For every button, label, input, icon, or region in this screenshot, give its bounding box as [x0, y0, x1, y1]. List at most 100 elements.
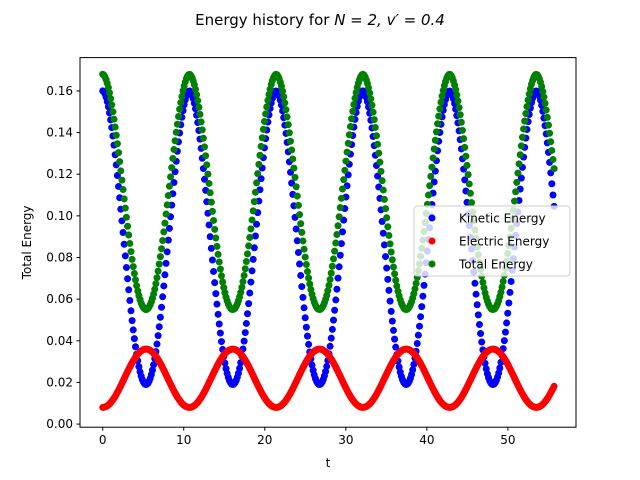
- kinetic-energy-point: [246, 289, 254, 297]
- kinetic-energy-point: [119, 229, 127, 237]
- total-energy-point: [330, 255, 337, 263]
- kinetic-energy-point: [384, 275, 392, 283]
- total-energy-point: [377, 167, 385, 175]
- chart-title-prefix: Energy history for: [195, 11, 334, 29]
- total-energy-point: [205, 179, 213, 187]
- kinetic-energy-point: [415, 322, 423, 330]
- legend-label-kinetic: Kinetic Energy: [459, 212, 546, 226]
- total-energy-point: [176, 105, 184, 113]
- total-energy-point: [128, 255, 136, 263]
- total-energy-point: [210, 216, 218, 224]
- total-energy-point: [197, 118, 205, 126]
- total-energy-point: [324, 287, 332, 295]
- total-energy-point: [498, 283, 506, 291]
- kinetic-energy-point: [517, 174, 525, 182]
- total-energy-point: [333, 231, 341, 238]
- total-energy-point: [389, 263, 397, 271]
- total-energy-point: [517, 142, 525, 150]
- y-ticks: 0.00 0.02 0.04 0.06 0.08 0.10 0.12 0.14 0.16: [46, 84, 80, 431]
- total-energy-point: [430, 145, 438, 153]
- total-energy-point: [301, 253, 309, 261]
- total-energy-point: [437, 98, 445, 106]
- total-energy-point: [125, 231, 133, 239]
- total-energy-point: [452, 86, 460, 94]
- total-energy-point: [292, 183, 300, 191]
- total-energy-point: [132, 276, 139, 284]
- x-tick-label: 40: [419, 433, 434, 447]
- total-energy-point: [260, 117, 268, 125]
- total-energy-point: [263, 103, 271, 111]
- total-energy-point: [522, 110, 530, 118]
- kinetic-energy-point: [155, 323, 163, 331]
- total-energy-point: [426, 182, 434, 190]
- total-energy-point: [161, 219, 169, 227]
- kinetic-energy-point: [336, 251, 344, 259]
- total-energy-point: [162, 210, 170, 218]
- total-energy-point: [116, 158, 124, 166]
- total-energy-point: [339, 185, 347, 193]
- kinetic-energy-point: [126, 297, 134, 305]
- kinetic-energy-point: [162, 259, 170, 267]
- kinetic-energy-point: [210, 267, 218, 275]
- total-energy-point: [287, 137, 294, 145]
- total-energy-point: [520, 125, 528, 133]
- total-energy-point: [156, 253, 164, 261]
- total-energy-point: [387, 248, 395, 256]
- x-axis-label: t: [326, 456, 331, 470]
- total-energy-point: [465, 180, 473, 188]
- total-energy-series: [99, 70, 558, 314]
- kinetic-energy-point: [461, 176, 469, 184]
- kinetic-energy-point: [208, 256, 216, 264]
- kinetic-energy-point: [217, 338, 225, 346]
- total-energy-point: [262, 110, 270, 118]
- legend-marker-kinetic: [428, 214, 436, 222]
- total-energy-point: [257, 142, 265, 150]
- kinetic-energy-point: [120, 240, 128, 248]
- y-tick-label: 0.06: [46, 292, 73, 306]
- total-energy-point: [212, 234, 220, 242]
- kinetic-energy-point: [249, 255, 257, 263]
- total-energy-point: [411, 285, 419, 293]
- total-energy-point: [158, 245, 166, 253]
- total-energy-point: [284, 121, 292, 129]
- total-energy-point: [241, 265, 249, 273]
- kinetic-energy-point: [507, 277, 515, 285]
- total-energy-point: [343, 148, 351, 156]
- total-energy-point: [479, 278, 487, 286]
- total-energy-point: [435, 112, 443, 120]
- total-energy-point: [164, 192, 172, 200]
- electric-energy-point: [550, 382, 558, 390]
- total-energy-point: [112, 131, 120, 139]
- kinetic-energy-point: [472, 290, 480, 298]
- kinetic-energy-point: [379, 229, 387, 237]
- kinetic-energy-point: [244, 310, 252, 318]
- kinetic-energy-point: [292, 225, 300, 233]
- kinetic-energy-point: [156, 313, 164, 321]
- total-energy-point: [256, 151, 264, 159]
- kinetic-energy-point: [247, 278, 255, 286]
- total-energy-point: [105, 89, 113, 97]
- kinetic-energy-point: [253, 220, 261, 228]
- kinetic-energy-point: [503, 319, 511, 327]
- total-energy-point: [541, 99, 549, 107]
- total-energy-point: [172, 128, 180, 136]
- kinetic-energy-point: [308, 361, 316, 369]
- y-tick-label: 0.16: [46, 84, 73, 98]
- kinetic-energy-point: [332, 296, 340, 304]
- total-energy-point: [457, 118, 465, 126]
- total-energy-point: [386, 240, 394, 248]
- kinetic-energy-point: [500, 337, 508, 345]
- total-energy-point: [368, 101, 376, 109]
- total-energy-point: [350, 101, 358, 108]
- total-energy-point: [392, 276, 400, 284]
- kinetic-energy-point: [240, 337, 248, 345]
- kinetic-energy-point: [159, 293, 167, 301]
- total-energy-point: [431, 136, 439, 144]
- kinetic-energy-point: [504, 309, 512, 317]
- total-energy-point: [291, 173, 299, 181]
- kinetic-energy-point: [293, 237, 301, 245]
- total-energy-point: [376, 158, 384, 166]
- total-energy-point: [160, 228, 168, 236]
- total-energy-point: [412, 279, 420, 287]
- x-tick-label: 0: [99, 433, 107, 447]
